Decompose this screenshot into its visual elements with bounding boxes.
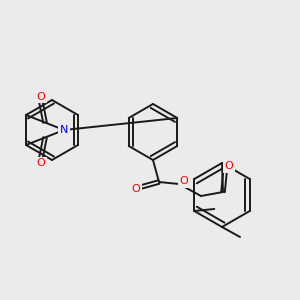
Text: O: O xyxy=(225,161,233,171)
Text: O: O xyxy=(37,158,45,169)
Text: O: O xyxy=(132,184,140,194)
Text: O: O xyxy=(37,92,45,101)
Text: O: O xyxy=(180,176,188,186)
Text: N: N xyxy=(60,125,68,135)
